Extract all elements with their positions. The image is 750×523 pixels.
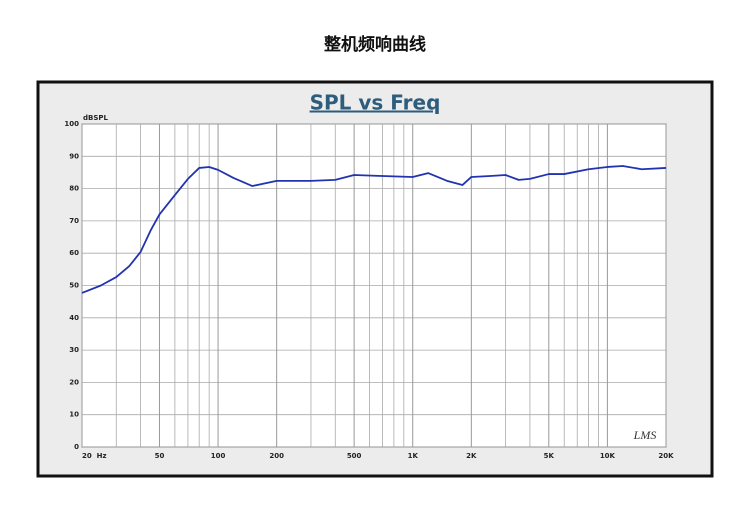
x-tick-label: 1K	[408, 452, 419, 460]
y-tick-label: 90	[69, 152, 79, 160]
data-line	[81, 165, 667, 294]
x-tick-label: 5K	[544, 452, 555, 460]
y-tick-label: 20	[69, 378, 79, 386]
y-tick-label: 100	[64, 120, 79, 128]
x-tick-label: 100	[211, 452, 226, 460]
y-tick-label: 80	[69, 185, 79, 193]
x-tick-label: 200	[269, 452, 284, 460]
y-tick-label: 0	[74, 443, 79, 451]
x-tick-label: 50	[155, 452, 165, 460]
y-tick-label: 50	[69, 282, 79, 290]
y-tick-label: 10	[69, 411, 79, 419]
y-axis-label: dBSPL	[83, 114, 109, 122]
y-tick-label: 30	[69, 346, 79, 354]
x-tick-label: 2K	[466, 452, 477, 460]
page-title: 整机频响曲线	[324, 34, 426, 55]
x-tick-label: 20 Hz	[82, 452, 107, 460]
x-tick-label: 20K	[658, 452, 674, 460]
y-tick-label: 60	[69, 249, 79, 257]
y-tick-label: 40	[69, 314, 79, 322]
logo: LMS	[633, 428, 657, 442]
y-tick-label: 70	[69, 217, 79, 225]
x-tick-label: 500	[347, 452, 362, 460]
chart-title: SPL vs Freq	[310, 91, 441, 115]
x-tick-label: 10K	[600, 452, 616, 460]
